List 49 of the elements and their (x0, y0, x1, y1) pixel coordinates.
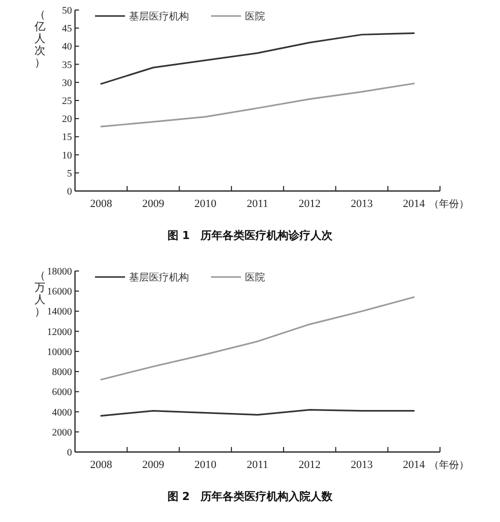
y-tick-label: 35 (62, 60, 72, 71)
x-tick-label: 2009 (142, 198, 165, 210)
text: 图 1 历年各类医疗机构诊疗人次 (167, 229, 334, 242)
y-tick-label: 15 (62, 132, 72, 144)
line-series (100, 408, 415, 417)
legend-label: 医院 (245, 10, 265, 22)
y-tick-label: 30 (62, 78, 72, 89)
line-series (100, 32, 415, 85)
y-tick-label: 8000 (52, 367, 72, 378)
x-tick-label: 2011 (246, 198, 268, 210)
x-tick-label: 2008 (90, 198, 113, 210)
y-tick-label: 0 (67, 448, 72, 458)
x-tick-label: 2010 (194, 459, 217, 471)
y-tick-label: 0 (67, 186, 72, 198)
x-tick-label: 2009 (142, 459, 165, 471)
y-tick-label: 6000 (52, 387, 72, 398)
y-tick-label: 5 (67, 168, 72, 180)
x-tick-label: 2012 (298, 198, 321, 210)
x-axis-title: （年份） (428, 459, 469, 471)
y-axis-title: （亿人次） (34, 9, 46, 69)
y-tick-label: 4000 (52, 407, 72, 418)
x-tick-label: 2013 (350, 198, 374, 210)
y-tick-label: 10 (62, 150, 72, 162)
y-tick-label: 50 (62, 6, 72, 16)
legend-label: 医院 (245, 272, 265, 284)
line-series (100, 82, 415, 128)
x-axis-title: （年份） (428, 198, 469, 210)
y-tick-label: 14000 (47, 306, 72, 318)
y-tick-label: 2000 (52, 427, 72, 438)
y-tick-label: 40 (62, 42, 72, 53)
y-tick-label: 12000 (47, 326, 72, 338)
text: 图 2 历年各类医疗机构入院人数 (167, 490, 334, 503)
legend-label: 基层医疗机构 (129, 272, 189, 284)
y-tick-label: 18000 (47, 266, 72, 278)
x-tick-label: 2010 (194, 198, 217, 210)
line-series (100, 296, 415, 380)
x-tick-label: 2012 (298, 459, 321, 471)
legend-label: 基层医疗机构 (129, 10, 189, 22)
y-tick-label: 20 (62, 114, 72, 126)
y-tick-label: 45 (62, 24, 72, 35)
x-tick-label: 2014 (402, 459, 426, 471)
x-tick-label: 2008 (90, 459, 113, 471)
x-tick-label: 2013 (350, 459, 374, 471)
x-tick-label: 2011 (246, 459, 268, 471)
y-tick-label: 16000 (47, 286, 72, 298)
x-tick-label: 2014 (402, 198, 426, 210)
y-tick-label: 10000 (47, 346, 72, 358)
y-tick-label: 25 (62, 96, 72, 107)
y-axis-title: （万人） (34, 270, 46, 318)
